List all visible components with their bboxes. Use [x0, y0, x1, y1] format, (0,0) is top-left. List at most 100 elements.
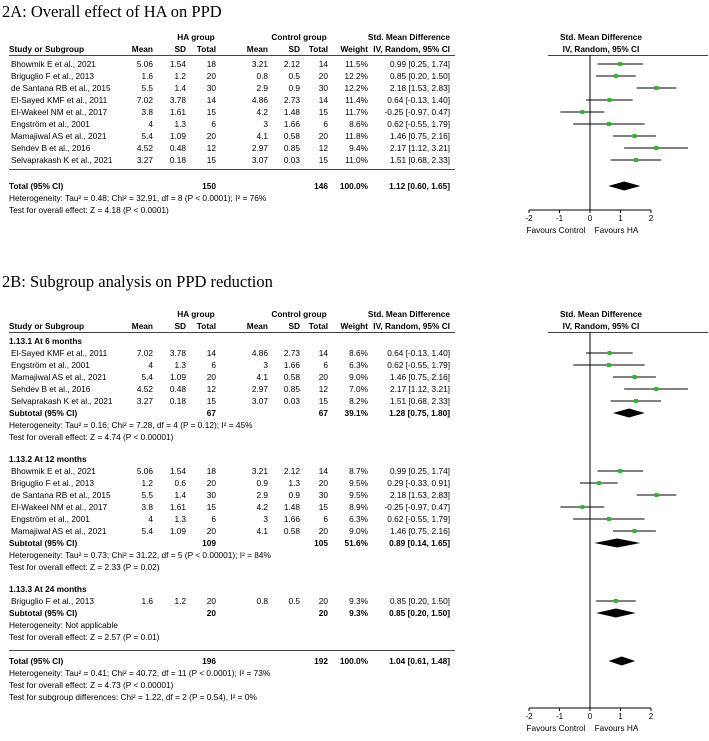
heterogeneity-text: Heterogeneity: Tau² = 0.48; Chi² = 32.91… — [9, 193, 267, 203]
study-marker-point — [607, 98, 612, 102]
study-marker-point — [632, 529, 637, 533]
cell-weight: 8.9% — [349, 502, 368, 512]
study-marker-point — [632, 375, 637, 379]
study-row-label: Engström et al., 2001 — [11, 360, 90, 370]
heterogeneity-text: Heterogeneity: Tau² = 0.41; Chi² = 40.72… — [9, 668, 271, 678]
cell-ci: 2.17 [1.12, 3.21] — [390, 384, 450, 394]
header-group2: Control group — [271, 32, 327, 42]
cell-mean1: 4 — [148, 514, 153, 524]
cell-total2: 20 — [318, 131, 328, 141]
cell-weight: 39.1% — [344, 408, 368, 418]
header-mean1: Mean — [131, 44, 153, 54]
subgroup-heterogeneity-text: Heterogeneity: Tau² = 0.73; Chi² = 31.22… — [9, 550, 271, 560]
cell-total2: 30 — [318, 83, 328, 93]
cell-mean2: 3.07 — [251, 396, 268, 406]
pooled-diamond — [608, 181, 641, 191]
x-tick-label: 1 — [618, 214, 623, 223]
cell-weight: 9.4% — [349, 143, 368, 153]
cell-sd2: 1.3 — [288, 478, 300, 488]
study-marker-point — [606, 517, 611, 521]
subtotal-row-label: Subtotal (95% CI) — [9, 408, 78, 418]
cell-total2: 20 — [318, 372, 328, 382]
cell-mean1: 5.5 — [141, 83, 153, 93]
cell-sd1: 1.61 — [169, 107, 186, 117]
cell-total2: 30 — [318, 490, 328, 500]
table-total-rule — [9, 169, 455, 170]
cell-weight: 100.0% — [339, 181, 368, 191]
cell-mean2: 4.86 — [251, 348, 268, 358]
cell-ci: 0.99 [0.25, 1.74] — [390, 466, 450, 476]
cell-sd1: 3.78 — [169, 348, 186, 358]
cell-total1: 30 — [206, 490, 216, 500]
table-header-rule — [9, 332, 455, 333]
cell-weight: 12.2% — [344, 83, 368, 93]
panel-b-title: 2B: Subgroup analysis on PPD reduction — [2, 272, 273, 291]
cell-sd1: 1.54 — [169, 59, 186, 69]
cell-mean1: 5.4 — [141, 526, 153, 536]
cell-total1: 20 — [206, 596, 216, 606]
header-sd2: SD — [288, 321, 300, 331]
study-row-label: Sehdev B et al., 2016 — [11, 384, 91, 394]
subgroup-heading: 1.13.1 At 6 months — [9, 336, 83, 346]
study-row-label: Mamajiwal AS et al., 2021 — [11, 526, 107, 536]
cell-mean2: 2.97 — [251, 143, 268, 153]
header-total1: Total — [196, 321, 216, 331]
cell-total2: 6 — [323, 360, 328, 370]
cell-total2: 20 — [318, 478, 328, 488]
x-tick-label: -2 — [525, 712, 533, 721]
cell-ci: -0.25 [-0.97, 0.47] — [384, 502, 451, 512]
study-marker-point — [618, 469, 623, 473]
cell-ci: 0.62 [-0.55, 1.79] — [387, 514, 450, 524]
cell-weight: 11.4% — [345, 95, 368, 105]
study-marker-point — [613, 74, 618, 78]
header-mean2: Mean — [246, 44, 268, 54]
cell-mean1: 4 — [148, 360, 153, 370]
favours-ha-label: Favours HA — [594, 225, 639, 235]
cell-ci: 0.64 [-0.13, 1.40] — [387, 348, 450, 358]
study-marker-point — [613, 599, 618, 603]
cell-sd2: 0.9 — [288, 490, 300, 500]
cell-weight: 12.2% — [344, 71, 368, 81]
cell-total2: 20 — [318, 526, 328, 536]
cell-sd1: 1.3 — [174, 360, 186, 370]
cell-mean2: 3 — [263, 119, 268, 129]
cell-mean1: 4 — [148, 119, 153, 129]
cell-sd1: 0.6 — [174, 478, 186, 488]
cell-weight: 6.3% — [349, 360, 368, 370]
study-marker-point — [580, 505, 585, 509]
cell-mean2: 4.1 — [256, 131, 268, 141]
subgroup-heterogeneity-text: Heterogeneity: Tau² = 0.16; Chi² = 7.28,… — [9, 420, 253, 430]
study-row-label: El-Sayed KMF et al., 2011 — [11, 348, 108, 358]
cell-ci: 1.12 [0.60, 1.65] — [389, 181, 450, 191]
study-row-label: Engström et al., 2001 — [11, 514, 90, 524]
overall-effect-text: Test for overall effect: Z = 4.73 (P < 0… — [9, 680, 174, 690]
cell-total1: 12 — [206, 384, 216, 394]
cell-total1: 18 — [206, 466, 216, 476]
header-total2: Total — [308, 321, 328, 331]
cell-mean1: 5.4 — [141, 131, 153, 141]
cell-sd1: 1.2 — [174, 71, 186, 81]
header-mean1: Mean — [131, 321, 153, 331]
cell-mean2: 2.9 — [256, 83, 268, 93]
cell-mean1: 5.06 — [136, 466, 153, 476]
cell-sd2: 0.85 — [283, 143, 300, 153]
cell-total1: 20 — [206, 478, 216, 488]
cell-total2: 12 — [318, 384, 328, 394]
pooled-diamond — [608, 656, 636, 666]
cell-ci: 1.28 [0.75, 1.80] — [389, 408, 450, 418]
table-total-rule — [9, 650, 455, 651]
cell-sd1: 1.54 — [169, 466, 186, 476]
cell-total1: 20 — [206, 372, 216, 382]
cell-sd2: 1.66 — [283, 119, 300, 129]
cell-sd1: 1.4 — [174, 490, 186, 500]
cell-sd2: 0.58 — [283, 372, 300, 382]
cell-ci: 0.85 [0.20, 1.50] — [390, 71, 450, 81]
study-marker-point — [580, 110, 585, 114]
cell-mean2: 4.2 — [256, 502, 268, 512]
cell-ci: 0.62 [-0.55, 1.79] — [387, 119, 450, 129]
overall-effect-text: Test for overall effect: Z = 4.18 (P < 0… — [9, 205, 169, 215]
cell-weight: 9.3% — [349, 608, 368, 618]
cell-ci: 0.62 [-0.55, 1.79] — [387, 360, 450, 370]
header-smd-plot: Std. Mean Difference — [559, 309, 643, 319]
cell-total2: 6 — [323, 514, 328, 524]
